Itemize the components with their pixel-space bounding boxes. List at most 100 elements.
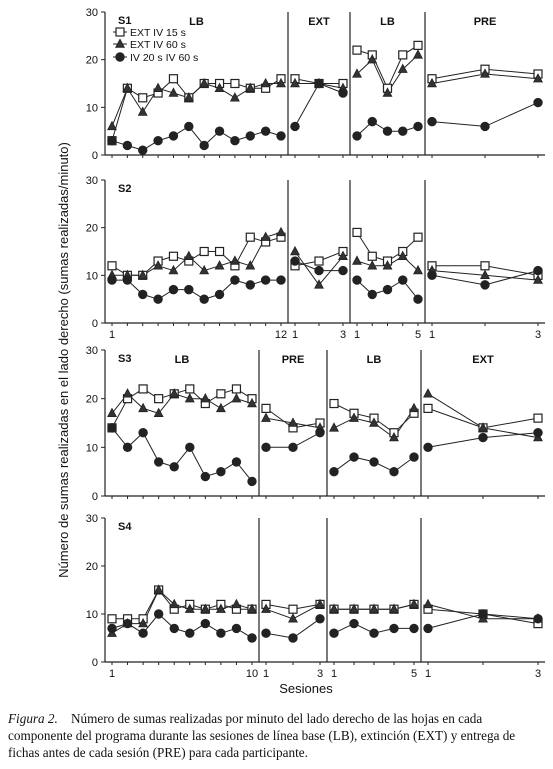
ext-iv60-marker [168,264,179,275]
ext-iv15-line [111,388,253,429]
iv20-iv60-marker [122,618,133,629]
y-tick-label: 30 [86,513,98,525]
ext-iv60-marker [200,393,211,403]
phase-label: LB [189,16,204,28]
iv20-iv60-marker [314,78,324,89]
y-tick-label: 0 [92,491,98,503]
iv20-iv60-marker [107,135,117,146]
iv20-iv60-marker [367,116,377,127]
iv20-iv60-line [111,613,253,639]
iv20-iv60-marker [153,457,164,467]
ext-iv15-marker [352,45,362,55]
iv20-iv60-marker [398,126,408,136]
iv20-iv60-marker [478,609,488,619]
iv20-iv60-marker [288,442,298,453]
ext-iv15-marker [230,78,240,89]
iv20-iv60-marker [230,275,240,285]
ext-iv60-marker [199,77,210,88]
y-tick-label: 20 [86,223,98,235]
iv20-iv60-marker [382,126,393,136]
ext-iv60-marker [231,393,242,403]
ext-iv60-marker [245,260,256,270]
iv20-iv60-marker [261,628,271,638]
ext-iv60-marker [107,120,117,131]
iv20-iv60-marker [349,618,359,629]
iv20-iv60-marker [352,131,362,141]
iv20-iv60-marker [288,633,298,643]
iv20-iv60-marker [367,289,377,300]
iv20-iv60-marker [290,256,300,266]
iv20-iv60-marker [409,623,419,634]
iv20-iv60-marker [107,423,117,433]
ext-iv60-marker [215,402,226,413]
iv20-iv60-marker [480,280,490,290]
ext-iv15-marker [245,232,255,242]
iv20-iv60-marker [185,628,195,638]
ext-iv60-marker [199,264,210,275]
y-tick-label: 0 [92,657,98,669]
ext-iv60-marker [413,49,423,59]
ext-iv60-marker [276,77,286,88]
x-tick-label: 1 [425,668,431,680]
ext-iv60-marker [260,77,271,88]
ext-iv15-marker [154,394,164,404]
ext-iv60-marker [183,250,194,260]
iv20-iv60-marker [533,428,543,438]
iv20-iv60-marker [199,294,209,304]
ext-iv15-marker [533,413,543,423]
ext-iv60-marker [423,598,433,609]
iv20-iv60-marker [413,121,423,132]
iv20-iv60-marker [245,280,255,290]
iv20-iv60-marker [107,623,117,634]
ext-iv60-marker [290,245,300,256]
ext-iv15-marker [480,261,490,271]
ext-iv60-marker [427,77,437,88]
caption-text: Número de sumas realizadas por minuto de… [8,711,516,760]
ext-iv60-marker [369,603,379,613]
iv20-iv60-line [294,82,344,127]
ext-iv60-marker [261,603,271,613]
iv20-iv60-marker [214,126,225,136]
x-tick-label: 3 [535,329,541,341]
ext-iv15-marker [185,384,195,394]
ext-iv60-marker [533,274,543,284]
iv20-iv60-marker [199,140,209,151]
iv20-iv60-marker [200,471,211,482]
ext-iv60-marker [184,603,195,613]
iv20-iv60-line [112,279,281,300]
ext-iv60-marker [315,598,325,609]
ext-iv60-marker [314,279,324,289]
ext-iv60-marker [382,260,393,270]
ext-iv15-marker [288,604,298,614]
phase-label: LB [175,354,190,366]
iv20-iv60-marker [315,428,325,438]
ext-iv60-line [111,589,253,634]
x-tick-label: 3 [340,329,346,341]
x-tick-label: 1 [292,329,298,341]
y-tick-label: 30 [86,175,98,187]
participant-label: S4 [118,521,132,533]
ext-iv15-marker [231,384,242,394]
ext-iv60-marker [480,269,490,280]
x-tick-label: 5 [411,668,417,680]
ext-iv15-marker [214,246,225,257]
ext-iv60-marker [349,412,359,422]
ext-iv60-marker [169,598,180,609]
participant-label: S2 [118,183,131,195]
x-tick-label: 3 [535,668,541,680]
iv20-iv60-line [111,125,282,151]
iv20-iv60-marker [200,618,211,629]
phase-label: PRE [282,354,305,366]
ext-iv60-marker [247,603,257,613]
ext-iv15-marker [138,384,148,394]
ext-iv60-marker [352,255,362,265]
y-tick-label: 10 [86,270,98,282]
ext-iv60-marker [168,87,179,97]
iv20-iv60-marker [231,457,242,467]
ext-iv60-marker [338,250,348,260]
iv20-iv60-marker [245,131,255,141]
iv20-iv60-marker [290,121,300,132]
iv20-iv60-marker [329,466,339,477]
iv20-iv60-marker [427,116,437,127]
ext-iv60-marker [153,82,164,92]
